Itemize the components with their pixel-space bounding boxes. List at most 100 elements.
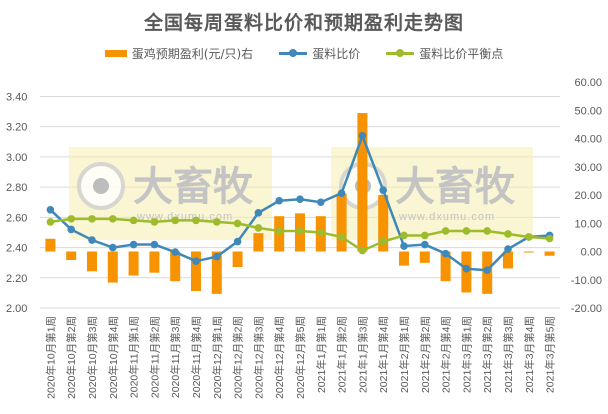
y-left-tick: 2.60 [6, 212, 27, 224]
x-tick-label: 2020年10月第2周 [65, 316, 78, 399]
y-right-tick: 10.00 [574, 218, 602, 230]
data-point-marker [109, 243, 117, 252]
profit-bar [503, 251, 513, 269]
data-point-marker [337, 189, 346, 197]
x-tick-label: 2021年1月第1周 [315, 316, 328, 393]
data-point-marker [317, 228, 325, 237]
data-point-marker [504, 245, 512, 253]
x-tick-label: 2020年11月第4周 [190, 316, 203, 398]
data-point-marker [275, 227, 284, 235]
y-right-tick: 40.00 [574, 134, 602, 146]
data-point-marker [421, 240, 429, 249]
data-point-marker [129, 240, 138, 249]
x-tick-label: 2020年11月第2周 [148, 316, 161, 398]
profit-bar [170, 251, 181, 282]
x-tick-label: 2021年2月第4周 [440, 316, 453, 393]
x-tick-label: 2021年1月第4周 [377, 316, 390, 393]
data-point-marker [441, 249, 450, 258]
chart-title: 全国每周蛋料比价和预期盈利走势图 [143, 12, 464, 34]
watermark-url: www.dxumu.com [398, 211, 495, 223]
profit-bar [523, 251, 534, 253]
x-tick-label: 2020年12月第4周 [273, 316, 286, 399]
profit-bar [378, 195, 389, 252]
legend-line-marker-icon [386, 49, 415, 57]
x-tick-label: 2020年12月第2周 [232, 316, 245, 399]
data-point-marker [275, 196, 284, 205]
data-point-marker [233, 237, 242, 246]
watermark-brand: 大畜牧 [395, 165, 516, 209]
legend-label: 蛋鸡预期盈利(元/只)右 [131, 46, 254, 61]
data-point-marker [317, 198, 325, 207]
profit-bar [149, 251, 160, 273]
data-point-marker [400, 242, 408, 250]
data-point-marker [213, 252, 221, 261]
profit-bar [336, 193, 347, 252]
data-point-marker [400, 231, 408, 240]
data-point-marker [379, 186, 388, 194]
y-left-tick: 2.80 [6, 182, 27, 194]
y-left-tick: 3.40 [6, 92, 27, 104]
y-right-tick: 50.00 [574, 105, 602, 117]
x-tick-label: 2020年12月第3周 [252, 316, 265, 399]
profit-bar [440, 251, 451, 282]
ratio-lines [46, 131, 554, 275]
y-right-tick: 30.00 [574, 162, 602, 174]
legend-bar-swatch-icon [104, 49, 127, 57]
y-right-tick: -10.00 [571, 275, 602, 287]
profit-bar [357, 113, 368, 252]
data-point-marker [441, 227, 450, 235]
y-left-tick: 3.20 [6, 122, 27, 134]
profit-bar [45, 238, 56, 252]
data-point-marker [171, 216, 179, 225]
profit-bar [191, 251, 201, 292]
x-tick-label: 2021年2月第1周 [398, 316, 411, 393]
x-axis-labels: 2020年10月第1周 2020年10月第2周 2020年10月第3周 2020年10… [44, 316, 556, 399]
profit-bar [544, 251, 555, 256]
data-point-marker [67, 215, 75, 223]
x-tick-label: 2021年1月第3周 [356, 316, 369, 393]
data-point-marker [421, 231, 429, 240]
data-point-marker [46, 206, 55, 214]
data-point-marker [483, 266, 492, 275]
x-tick-label: 2021年3月第2周 [481, 316, 494, 393]
chart-legend: 蛋鸡预期盈利(元/只)右 蛋料比价 蛋料比价平衡点 [0, 44, 608, 62]
data-point-marker [171, 248, 179, 256]
profit-bar [419, 251, 430, 263]
profit-bar [66, 251, 77, 260]
x-tick-label: 2020年11月第3周 [169, 316, 182, 398]
watermark-logo-icon [93, 178, 109, 194]
data-point-marker [150, 218, 159, 226]
data-point-marker [46, 218, 55, 226]
y-right-tick: 0.00 [581, 247, 602, 259]
data-point-marker [379, 237, 388, 246]
profit-bar [87, 251, 97, 272]
data-point-marker [358, 246, 367, 255]
x-tick-label: 2020年10月第4周 [107, 316, 120, 399]
y-right-tick: 20.00 [574, 190, 602, 202]
profit-bar [128, 251, 139, 276]
right-axis-labels: 60.00 50.00 40.00 30.00 20.00 10.00 0.00 -10.00… [571, 77, 602, 315]
data-point-marker [358, 131, 367, 140]
profit-bar [253, 233, 264, 252]
legend-line-marker-icon [279, 49, 308, 57]
data-point-marker [525, 233, 533, 241]
watermark-url: www.dxumu.com [136, 211, 233, 223]
x-tick-label: 2021年3月第5周 [544, 316, 557, 393]
profit-bar [211, 251, 222, 294]
x-tick-label: 2021年3月第1周 [460, 316, 473, 393]
legend-item-ratio: 蛋料比价 [279, 45, 360, 62]
x-tick-label: 2021年3月第4周 [523, 316, 536, 393]
legend-label: 蛋料比价 [312, 46, 361, 61]
data-point-marker [296, 195, 304, 204]
x-tick-label: 2021年1月第2周 [336, 316, 349, 393]
y-left-tick: 2.40 [6, 243, 27, 255]
x-tick-label: 2021年2月第2周 [419, 316, 432, 393]
data-point-marker [504, 230, 512, 238]
data-point-marker [462, 227, 471, 235]
x-tick-label: 2020年12月第5周 [294, 316, 307, 399]
profit-bar [232, 251, 243, 268]
x-tick-label: 2020年12月第1周 [211, 316, 224, 399]
data-point-marker [213, 218, 221, 226]
data-point-marker [88, 215, 96, 223]
